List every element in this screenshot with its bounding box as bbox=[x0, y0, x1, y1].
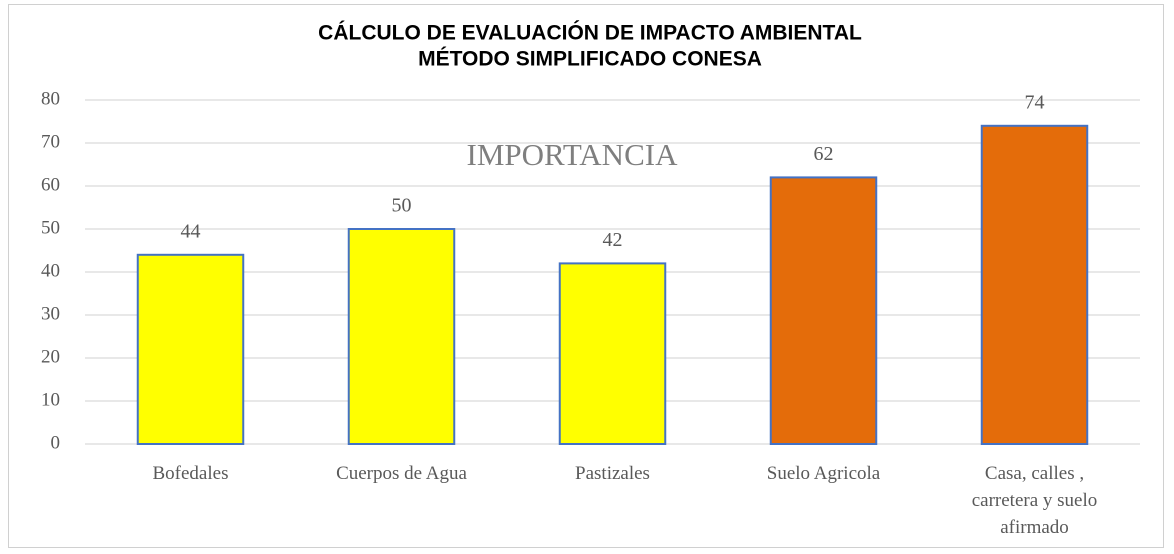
y-tick-label: 0 bbox=[51, 432, 61, 453]
x-tick-label: Pastizales bbox=[575, 463, 650, 484]
y-tick-label: 30 bbox=[41, 303, 60, 324]
bar bbox=[136, 253, 245, 445]
value-label: 42 bbox=[603, 229, 623, 251]
chart-frame bbox=[8, 4, 1164, 548]
x-tick-label: Cuerpos de Agua bbox=[336, 463, 467, 484]
x-tick-label: Casa, calles , carretera y suelo afirmad… bbox=[971, 463, 1098, 538]
bar bbox=[558, 262, 667, 445]
chart-title: CÁLCULO DE EVALUACIÓN DE IMPACTO AMBIENT… bbox=[318, 21, 862, 45]
annotation: IMPORTANCIA bbox=[467, 137, 679, 172]
bar bbox=[769, 176, 878, 445]
y-tick-label: 40 bbox=[41, 260, 60, 281]
value-label: 50 bbox=[392, 195, 412, 217]
y-tick-label: 10 bbox=[41, 389, 60, 410]
x-tick-label: Suelo Agricola bbox=[766, 463, 881, 484]
y-tick-label: 20 bbox=[41, 346, 60, 367]
value-label: 74 bbox=[1025, 91, 1045, 113]
value-label: 62 bbox=[814, 143, 834, 165]
y-tick-label: 80 bbox=[41, 88, 60, 109]
y-tick-label: 70 bbox=[41, 131, 60, 152]
bar bbox=[347, 228, 456, 445]
y-tick-label: 60 bbox=[41, 174, 60, 195]
chart-title: MÉTODO SIMPLIFICADO CONESA bbox=[418, 48, 762, 71]
x-tick-label: Bofedales bbox=[152, 463, 229, 484]
value-label: 44 bbox=[181, 220, 201, 242]
y-tick-label: 50 bbox=[41, 217, 60, 238]
bar bbox=[980, 124, 1089, 446]
